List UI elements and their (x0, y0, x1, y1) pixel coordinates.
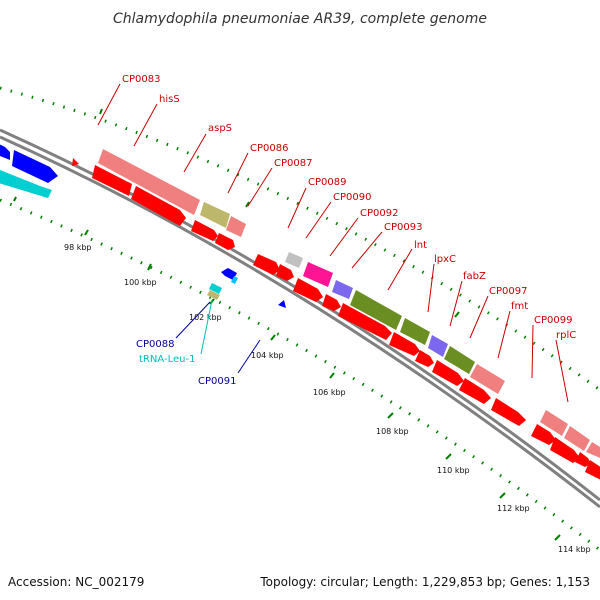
gene-label-fabz[interactable]: fabZ (463, 271, 486, 282)
kbp-label: 104 kbp (251, 351, 284, 360)
topology-summary: Topology: circular; Length: 1,229,853 bp… (259, 575, 590, 589)
gene-label-cp0086[interactable]: CP0086 (250, 143, 288, 154)
backbone (0, 128, 600, 502)
gene-pink (226, 216, 246, 237)
gene-red (293, 278, 323, 302)
gene-label-asps[interactable]: aspS (208, 123, 232, 134)
gene-red (415, 350, 434, 367)
leader-line-cp0088 (175, 301, 211, 339)
gene-cyan (209, 283, 222, 294)
gene-pink (586, 442, 600, 458)
inner-ruler (0, 198, 600, 552)
gene-label-lpxc[interactable]: lpxC (434, 254, 456, 265)
gene-red (575, 452, 591, 467)
gene-red (432, 360, 464, 386)
gene-red (531, 424, 556, 445)
gene-label-cp0083[interactable]: CP0083 (122, 74, 160, 85)
accession-text: Accession: NC_002179 (8, 575, 144, 589)
leader-line-trna (200, 299, 213, 355)
gene-slate (428, 335, 448, 357)
gene-cyan (231, 276, 238, 284)
gene-slate (332, 280, 353, 299)
gene-label-rplc[interactable]: rplC (556, 330, 576, 341)
genes-forward-top (0, 144, 600, 458)
gene-label-cp0093[interactable]: CP0093 (384, 222, 422, 233)
gene-olive (350, 290, 402, 330)
gene-red (276, 264, 294, 281)
gene-red (491, 398, 526, 426)
gene-label-lnt[interactable]: lnt (414, 240, 427, 251)
kbp-label: 112 kbp (497, 504, 530, 513)
gene-label-cp0099[interactable]: CP0099 (534, 315, 572, 326)
gene-pink (564, 426, 590, 451)
gene-red (585, 460, 600, 480)
backbone (0, 135, 600, 509)
gene-gray (285, 252, 303, 268)
gene-red (72, 158, 79, 166)
gene-red (459, 378, 491, 404)
gene-blue (0, 144, 10, 160)
gene-label-fmt[interactable]: fmt (511, 301, 528, 312)
gene-red (191, 220, 218, 241)
gene-label-cp0087[interactable]: CP0087 (274, 158, 312, 169)
gene-label-hiss[interactable]: hisS (159, 94, 180, 105)
kbp-label: 98 kbp (64, 243, 92, 252)
gene-red (131, 186, 186, 226)
gene-label-cp0091[interactable]: CP0091 (198, 376, 236, 387)
kbp-label: 106 kbp (313, 388, 346, 397)
gene-pink (98, 149, 200, 215)
gene-red (338, 303, 392, 340)
leader-line-cp0091 (237, 339, 261, 374)
gene-label-trna-leu-1[interactable]: tRNA-Leu-1 (139, 354, 195, 365)
map-title: Chlamydophila pneumoniae AR39, complete … (113, 11, 487, 27)
kbp-label: 102 kbp (189, 313, 222, 322)
gene-label-cp0088[interactable]: CP0088 (136, 339, 174, 350)
kbp-label: 110 kbp (437, 466, 470, 475)
kbp-label: 100 kbp (124, 278, 157, 287)
gene-pink (540, 410, 568, 436)
gene-blue (221, 268, 237, 280)
gene-pink (470, 364, 505, 394)
gene-label-cp0092[interactable]: CP0092 (360, 208, 398, 219)
gene-red (253, 254, 280, 275)
leader-lines-top (97, 83, 569, 403)
kbp-label: 114 kbp (558, 545, 591, 554)
ruler-ticks (13, 108, 561, 541)
genes-reverse (207, 268, 286, 308)
gene-label-cp0090[interactable]: CP0090 (333, 192, 371, 203)
gene-khaki (200, 202, 230, 228)
gene-red (322, 294, 341, 311)
gene-cyan (0, 170, 52, 198)
gene-blue (12, 150, 58, 183)
gene-red (215, 233, 235, 250)
gene-red (92, 165, 132, 196)
gene-label-cp0097[interactable]: CP0097 (489, 286, 527, 297)
outer-ruler (0, 86, 600, 392)
gene-khaki (207, 290, 220, 300)
gene-red (550, 437, 580, 463)
gene-magenta (303, 262, 333, 287)
genes-forward-red (92, 165, 600, 480)
gene-red (389, 332, 420, 356)
gene-olive (444, 346, 475, 374)
gene-labels-top: CP0083 hisS aspS CP0086 CP0087 CP0089 CP… (122, 74, 576, 341)
gene-olive (400, 318, 430, 345)
gene-label-cp0089[interactable]: CP0089 (308, 177, 346, 188)
kbp-labels: 98 kbp 100 kbp 102 kbp 104 kbp 106 kbp 1… (64, 243, 591, 554)
gene-blue (278, 300, 286, 308)
kbp-label: 108 kbp (376, 427, 409, 436)
